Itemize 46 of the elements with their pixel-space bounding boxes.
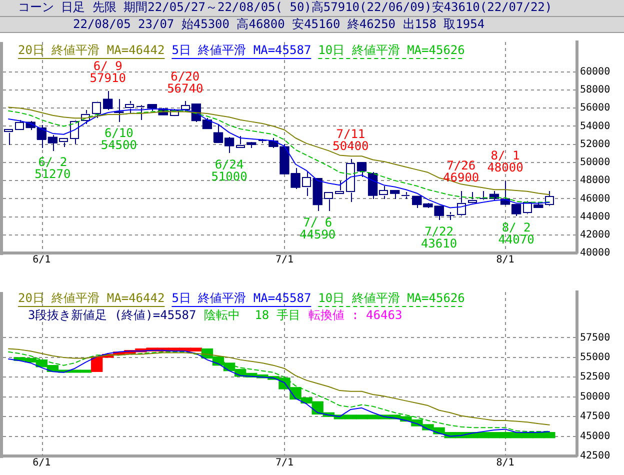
chart-title: コーン 日足 先限 期間22/05/27～22/08/05( 50)高57910(22/06/09)安43610(22/07/22) <box>0 0 624 17</box>
y-tick-label: 45000 <box>580 430 610 442</box>
y-tick-label: 48000 <box>580 175 610 186</box>
x-tick-label: 8/1 <box>496 254 514 266</box>
annotation: 7/11 50400 <box>332 126 369 153</box>
y-tick-label: 46000 <box>580 193 610 204</box>
annotation: 6/24 51000 <box>211 158 248 184</box>
y-tick-label: 55000 <box>580 352 610 364</box>
annotation: 3段抜き新値足 (終値)=45587 <box>28 308 196 322</box>
text: 5日 終値平滑 MA=45587 <box>172 291 312 306</box>
text: 20日 終値平滑 MA=46442 <box>18 291 165 306</box>
y-tick-label: 52500 <box>580 372 610 383</box>
y-tick-label: 56000 <box>580 102 610 114</box>
annotation: 8/ 1 48000 <box>487 148 524 175</box>
y-tick-label: 50000 <box>580 157 610 168</box>
chart-subtitle: 22/08/05 23/07 始45300 高46800 安45160 終46250 出158 取1954 <box>0 17 624 33</box>
annotation: 6/10 54500 <box>100 126 137 152</box>
annotation: 7/26 46900 <box>443 158 480 185</box>
annotation: 6/ 2 51270 <box>34 155 71 182</box>
text: 10日 終値平滑 MA=45626 <box>318 291 465 306</box>
y-tick-label: 44000 <box>580 211 610 222</box>
x-tick-label: 7/1 <box>275 254 294 266</box>
annotation: 6/ 9 57910 <box>90 58 126 85</box>
y-tick-label: 50000 <box>580 391 610 402</box>
y-tick-label: 42500 <box>580 450 610 462</box>
y-tick-label: 58000 <box>580 84 610 96</box>
x-tick-label: 6/1 <box>32 458 51 469</box>
y-tick-label: 57500 <box>580 332 610 344</box>
annotation: 転換値 : 46463 <box>308 308 402 322</box>
annotation: 7/ 6 44590 <box>300 216 336 242</box>
y-tick-label: 60000 <box>580 66 610 78</box>
annotation: 7/22 43610 <box>420 224 458 250</box>
y-tick-label: 42000 <box>580 229 610 240</box>
x-tick-label: 8/1 <box>496 458 514 469</box>
y-tick-label: 54000 <box>580 120 610 132</box>
annotation: 8/ 2 44070 <box>498 220 534 246</box>
y-tick-label: 47500 <box>580 411 610 422</box>
x-tick-label: 6/1 <box>32 254 51 266</box>
annotation: 6/20 56740 <box>167 70 204 96</box>
annotation: 陰転中 18 手目 <box>204 308 300 322</box>
y-tick-label: 52000 <box>580 138 610 150</box>
text: 10日 終値平滑 MA=45626 <box>318 43 465 58</box>
text: 5日 終値平滑 MA=45587 <box>172 43 312 58</box>
x-tick-label: 7/1 <box>275 458 294 469</box>
text: 20日 終値平滑 MA=46442 <box>18 43 165 58</box>
y-tick-label: 40000 <box>580 248 610 259</box>
